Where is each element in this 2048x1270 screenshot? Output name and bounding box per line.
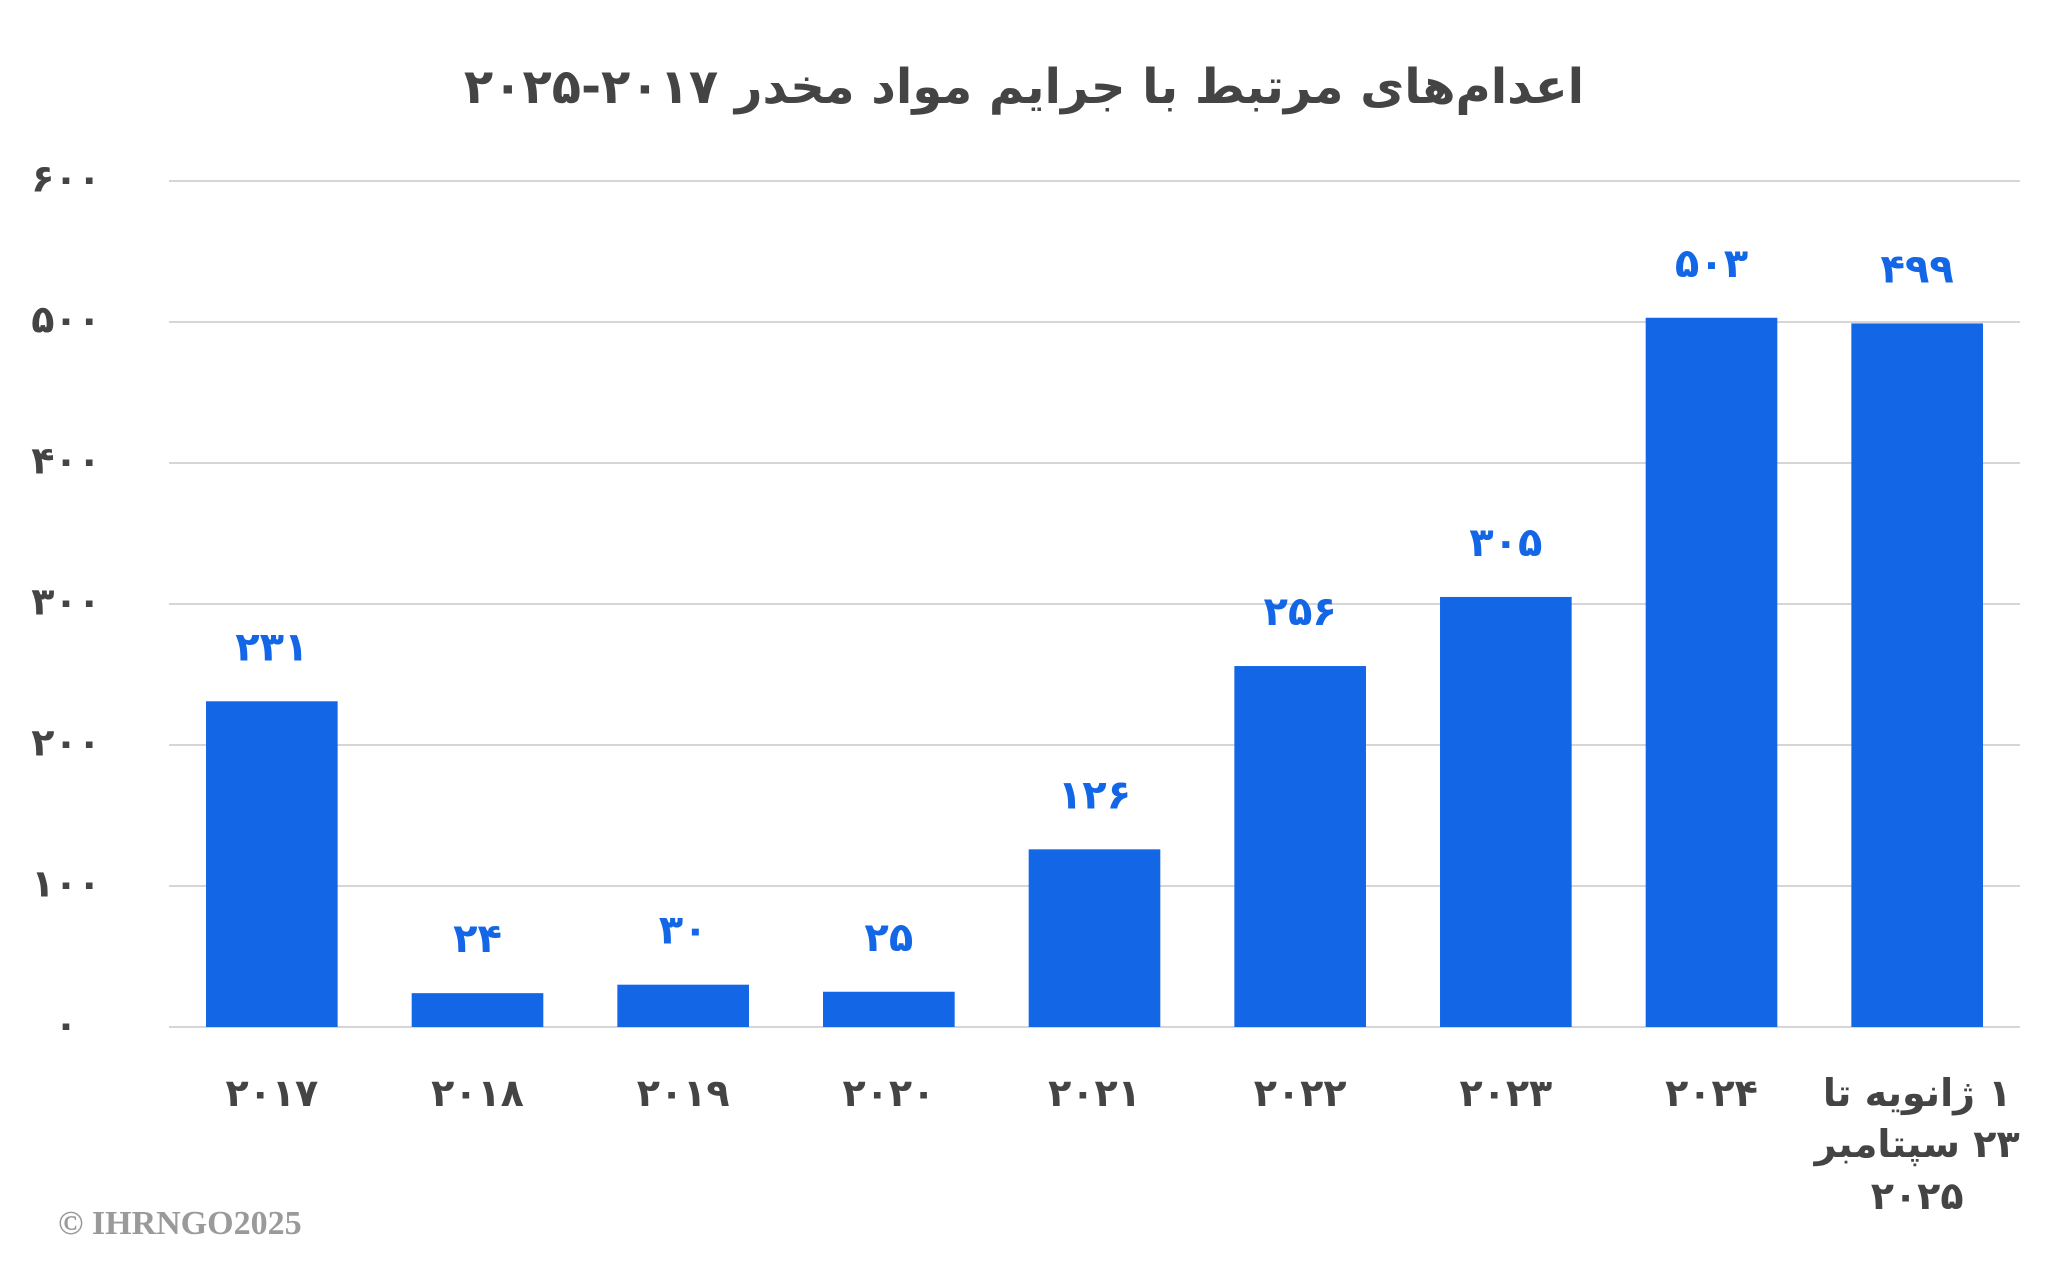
bar <box>1645 317 1778 1027</box>
x-tick-label: ۲۰۲۳ <box>1459 1071 1553 1115</box>
bar <box>1028 849 1161 1027</box>
value-label: ۲۴ <box>453 916 502 962</box>
bar <box>617 984 749 1027</box>
bar <box>823 991 955 1027</box>
y-tick-label: ۵۰۰ <box>31 298 101 342</box>
y-tick-label: ۴۰۰ <box>31 439 101 483</box>
x-tick-label: ۲۰۲۲ <box>1253 1071 1347 1115</box>
bar <box>1851 323 1983 1027</box>
x-tick-label: ۲۰۲۰ <box>842 1071 936 1115</box>
value-label: ۲۳۱ <box>235 624 308 670</box>
bar <box>411 993 544 1027</box>
x-tick-label: ۱ ژانویه تا ۲۳ سپتامبر ۲۰۲۵ <box>1814 1071 2020 1218</box>
value-label: ۱۲۶ <box>1058 772 1131 818</box>
y-tick-label: ۶۰۰ <box>31 157 101 201</box>
value-label: ۵۰۳ <box>1675 241 1748 287</box>
bar <box>1440 596 1572 1027</box>
x-tick-label: ۲۰۲۱ <box>1048 1071 1141 1115</box>
value-label: ۲۵ <box>864 915 913 961</box>
x-tick-label: ۲۰۱۹ <box>636 1071 730 1115</box>
value-label: ۴۹۹ <box>1881 246 1954 292</box>
y-tick-label: ۰ <box>54 1003 77 1047</box>
x-tick-label: ۲۰۲۴ <box>1665 1071 1758 1115</box>
y-tick-label: ۱۰۰ <box>31 862 101 906</box>
bar <box>206 701 338 1027</box>
footer: © IHRNGO2025 <box>58 1205 302 1242</box>
bar <box>1234 666 1366 1027</box>
x-tick-label: ۲۰۱۸ <box>431 1071 524 1115</box>
value-label: ۳۰۵ <box>1469 520 1542 566</box>
value-label: ۳۰ <box>659 908 708 954</box>
x-tick-label: ۲۰۱۷ <box>225 1071 319 1115</box>
chart-title: اعدام‌های مرتبط با جرایم مواد مخدر ۲۰۱۷-… <box>464 59 1584 115</box>
value-label: ۲۵۶ <box>1264 589 1337 635</box>
y-tick-label: ۳۰۰ <box>31 580 101 624</box>
y-tick-label: ۲۰۰ <box>31 721 101 765</box>
